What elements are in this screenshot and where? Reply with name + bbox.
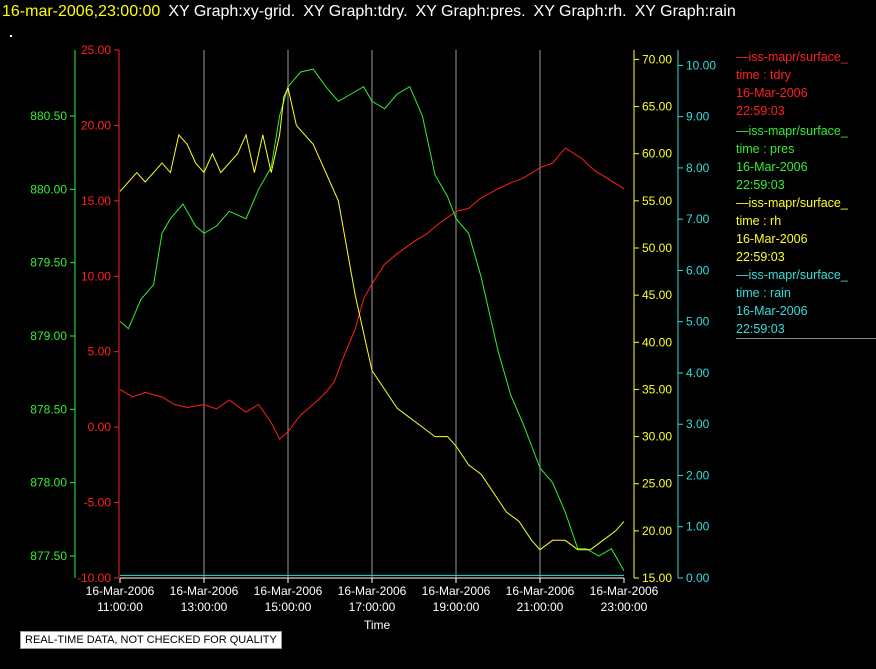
x-tick-label-time: 21:00:00 (517, 600, 564, 614)
legend-line: —iss-mapr/surface_ (736, 196, 848, 210)
rh-tick-label: 30.00 (642, 430, 672, 444)
tdry-tick-label: -10.00 (77, 571, 111, 585)
legend-tdry: —iss-mapr/surface_ time : tdry 16-Mar-20… (736, 48, 876, 121)
legend-time: 22:59:03 (736, 250, 785, 264)
rain-tick-label: 10.00 (686, 58, 716, 72)
x-tick-label-time: 23:00:00 (601, 600, 648, 614)
pres-tick-label: 877.50 (30, 549, 67, 563)
pres-tick-label: 880.50 (30, 109, 67, 123)
rh-tick-label: 60.00 (642, 147, 672, 161)
legend-time: 22:59:03 (736, 104, 785, 118)
tdry-tick-label: 20.00 (81, 118, 111, 132)
legend-date: 16-Mar-2006 (736, 304, 808, 318)
x-tick-label-time: 17:00:00 (349, 600, 396, 614)
x-axis-title: Time (364, 618, 391, 632)
rain-tick-label: 0.00 (686, 571, 710, 585)
rh-tick-label: 20.00 (642, 524, 672, 538)
rain-tick-label: 1.00 (686, 520, 710, 534)
rain-tick-label: 7.00 (686, 212, 710, 226)
tdry-tick-label: -5.00 (84, 496, 112, 510)
x-tick-label-date: 16-Mar-2006 (422, 584, 491, 598)
x-tick-label-date: 16-Mar-2006 (338, 584, 407, 598)
legend-date: 16-Mar-2006 (736, 86, 808, 100)
x-tick-label-date: 16-Mar-2006 (254, 584, 323, 598)
rain-tick-label: 9.00 (686, 110, 710, 124)
rh-tick-label: 35.00 (642, 382, 672, 396)
stray-dot (10, 35, 12, 37)
legend-pres: —iss-mapr/surface_ time : pres 16-Mar-20… (736, 122, 876, 195)
x-tick-label-date: 16-Mar-2006 (170, 584, 239, 598)
rain-tick-label: 3.00 (686, 417, 710, 431)
rh-tick-label: 65.00 (642, 100, 672, 114)
tdry-tick-label: 25.00 (81, 43, 111, 57)
pres-tick-label: 879.00 (30, 329, 67, 343)
legend-date: 16-Mar-2006 (736, 160, 808, 174)
graph-label-xy-grid: XY Graph:xy-grid. (168, 3, 296, 20)
rh-tick-label: 50.00 (642, 241, 672, 255)
legend-date: 16-Mar-2006 (736, 232, 808, 246)
legend-rain: —iss-mapr/surface_ time : rain 16-Mar-20… (736, 266, 876, 339)
x-tick-label-time: 19:00:00 (433, 600, 480, 614)
rh-tick-label: 15.00 (642, 571, 672, 585)
legend-var: time : rh (736, 214, 782, 228)
x-tick-label-date: 16-Mar-2006 (590, 584, 659, 598)
legend-var: time : pres (736, 142, 795, 156)
x-tick-label-time: 15:00:00 (265, 600, 312, 614)
legend-line: —iss-mapr/surface_ (736, 124, 848, 138)
legend-var: time : rain (736, 286, 791, 300)
quality-notice: REAL-TIME DATA, NOT CHECKED FOR QUALITY (20, 631, 282, 649)
graph-label-pres: XY Graph:pres. (415, 3, 526, 20)
pres-tick-label: 878.00 (30, 476, 67, 490)
rain-tick-label: 4.00 (686, 366, 710, 380)
legend-time: 22:59:03 (736, 178, 785, 192)
rh-tick-label: 25.00 (642, 477, 672, 491)
series-line-pres (119, 68, 625, 571)
tdry-tick-label: 10.00 (81, 269, 111, 283)
rh-tick-label: 70.00 (642, 52, 672, 66)
legend-rh: —iss-mapr/surface_ time : rh 16-Mar-2006… (736, 194, 876, 267)
x-tick-label-time: 13:00:00 (181, 600, 228, 614)
legend-var: time : tdry (736, 68, 791, 82)
x-tick-label-time: 11:00:00 (97, 600, 143, 614)
legend-time: 22:59:03 (736, 322, 785, 336)
tdry-tick-label: 5.00 (88, 345, 112, 359)
x-tick-label-date: 16-Mar-2006 (86, 584, 155, 598)
x-tick-label-date: 16-Mar-2006 (506, 584, 575, 598)
pres-tick-label: 878.50 (30, 402, 67, 416)
graph-label-tdry: XY Graph:tdry. (303, 3, 408, 20)
pres-tick-label: 880.00 (30, 182, 67, 196)
series-line-rh (119, 86, 625, 551)
graph-label-rain: XY Graph:rain (634, 3, 736, 20)
rh-tick-label: 45.00 (642, 288, 672, 302)
rain-tick-label: 5.00 (686, 315, 710, 329)
pres-tick-label: 879.50 (30, 256, 67, 270)
tdry-tick-label: 0.00 (88, 420, 112, 434)
timestamp-title: 16-mar-2006,23:00:00 (2, 3, 161, 20)
graph-label-rh: XY Graph:rh. (533, 3, 627, 20)
chart-title-line: 16-mar-2006,23:00:00 XY Graph:xy-grid. XY … (2, 3, 736, 21)
rain-tick-label: 6.00 (686, 263, 710, 277)
legend-line: —iss-mapr/surface_ (736, 50, 848, 64)
rh-tick-label: 40.00 (642, 335, 672, 349)
rain-tick-label: 2.00 (686, 468, 710, 482)
rh-tick-label: 55.00 (642, 194, 672, 208)
legend-line: —iss-mapr/surface_ (736, 268, 848, 282)
rain-tick-label: 8.00 (686, 161, 710, 175)
tdry-tick-label: 15.00 (81, 194, 111, 208)
